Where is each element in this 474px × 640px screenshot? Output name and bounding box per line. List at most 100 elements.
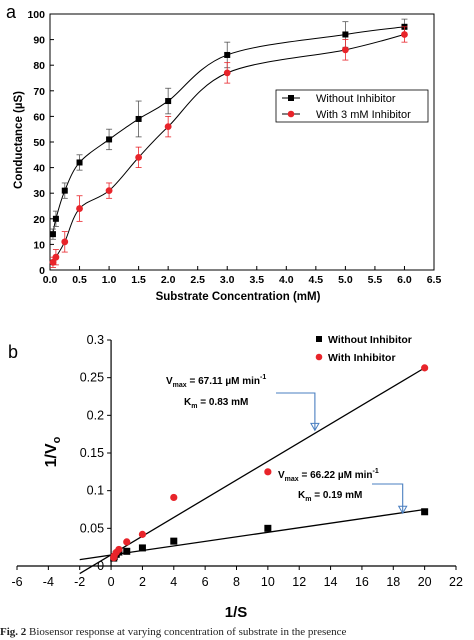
- annotation-arrowhead-1: [310, 422, 320, 432]
- y-tick-label: 60: [33, 111, 45, 123]
- data-point-without-inhibitor: [138, 544, 146, 552]
- data-point-with-inhibitor: [76, 205, 83, 212]
- x-tick-label: -2: [74, 575, 85, 589]
- data-point-without-inhibitor: [170, 537, 178, 545]
- panel-b-legend: Without Inhibitor With Inhibitor: [315, 334, 412, 364]
- x-tick-label: -6: [11, 575, 22, 589]
- x-tick-label: -4: [43, 575, 54, 589]
- data-point-with-inhibitor: [115, 545, 123, 554]
- vmax-annotation-1: Vmax = 67.11 µM min-1: [166, 374, 266, 389]
- data-point-with-inhibitor: [223, 69, 231, 77]
- y-tick-label: 90: [33, 35, 45, 47]
- series-line-with-inhibitor: [52, 33, 405, 263]
- y-tick-label: 50: [33, 137, 45, 149]
- annotation-arrow-2: [372, 483, 404, 514]
- data-point-with-inhibitor: [135, 153, 143, 161]
- chart-panel-b: -6 -4 -2 0 2 4 6 8 10 12 14 16 18 20 22 0 0.05 0.1 0.15 0.2…: [11, 333, 463, 621]
- y-tick-label: 80: [33, 60, 45, 72]
- y-tick-label: 0.3: [87, 333, 104, 347]
- y-tick-label: 70: [33, 86, 45, 98]
- x-tick-label: 10: [261, 575, 275, 589]
- data-point-without-inhibitor: [342, 31, 349, 38]
- x-tick-label: 22: [449, 575, 463, 589]
- data-point-without-inhibitor: [52, 215, 59, 222]
- x-tick-label: 2: [139, 575, 146, 589]
- panel-b-plot-area: -6 -4 -2 0 2 4 6 8 10 12 14 16 18 20 22 0 0.05 0.1 0.15 0.2…: [11, 333, 463, 589]
- y-tick-label: 0.1: [87, 484, 104, 498]
- x-tick-label: 0.0: [43, 274, 58, 286]
- x-tick-label: 16: [355, 575, 369, 589]
- data-point-with-inhibitor: [264, 468, 272, 476]
- y-tick-label: 100: [27, 9, 45, 21]
- km-annotation-1: Km = 0.83 mM: [184, 397, 248, 410]
- data-point-with-inhibitor: [105, 187, 113, 195]
- y-tick-label: 0.15: [80, 446, 104, 460]
- x-tick-label: 12: [292, 575, 306, 589]
- legend-marker-without-inhibitor: [288, 95, 294, 101]
- y-tick-label: 0: [39, 265, 45, 277]
- legend-label-with-3mm-inhibitor: With 3 mM Inhibitor: [316, 109, 411, 121]
- y-tick-label: 10: [33, 239, 45, 251]
- legend-label-without-inhibitor: Without Inhibitor: [328, 334, 412, 346]
- y-tick-label: 0.25: [80, 371, 104, 385]
- data-point-with-inhibitor: [138, 530, 147, 538]
- legend-marker-with-inhibitor: [287, 110, 295, 118]
- data-point-with-inhibitor: [123, 538, 131, 546]
- x-tick-label: 5.5: [368, 274, 383, 286]
- data-point-with-inhibitor: [421, 364, 429, 372]
- x-tick-label: 14: [324, 575, 338, 589]
- panel-b-y-axis-label: 1/Vo: [43, 436, 63, 467]
- caption-label: Fig. 2: [0, 626, 27, 638]
- x-tick-label: 4.5: [309, 274, 324, 286]
- x-tick-label: 0.5: [72, 274, 87, 286]
- data-point-with-inhibitor: [52, 253, 60, 261]
- figure: a b 0.0 0.5 1.0 1.5 2.0 2.5 3.0 3.5 4.0 4.5 5.0 5.5…: [6, 2, 463, 621]
- data-point-without-inhibitor: [123, 547, 131, 555]
- legend-label-with-inhibitor: With Inhibitor: [328, 352, 396, 364]
- annotation-arrow-1: [276, 392, 316, 431]
- data-point-with-inhibitor: [164, 123, 172, 131]
- data-point-without-inhibitor: [421, 508, 429, 516]
- x-tick-label: 8: [233, 575, 240, 589]
- x-tick-label: 0: [108, 575, 115, 589]
- x-tick-label: 2.5: [190, 274, 205, 286]
- data-point-without-inhibitor: [264, 524, 272, 532]
- figure-caption: Fig. 2 Biosensor response at varying con…: [0, 626, 474, 640]
- series-line-without-inhibitor: [52, 26, 405, 235]
- data-point-without-inhibitor: [165, 98, 172, 105]
- x-tick-label: 6: [202, 575, 209, 589]
- annotation-with-inhibitor-constants: Vmax = 67.11 µM min-1 Km = 0.83 mM: [166, 374, 266, 410]
- x-tick-label: 20: [418, 575, 432, 589]
- x-tick-label: 6.5: [427, 274, 442, 286]
- data-point-without-inhibitor: [106, 136, 113, 143]
- vmax-annotation-2: Vmax = 66.22 µM min-1: [278, 468, 379, 483]
- x-tick-label: 3.0: [220, 274, 235, 286]
- annotation-without-inhibitor-constants: Vmax = 66.22 µM min-1 Km = 0.19 mM: [278, 468, 379, 503]
- y-tick-label: 30: [33, 188, 45, 200]
- data-point-with-inhibitor: [49, 258, 57, 266]
- annotation-arrowhead-2: [397, 505, 408, 515]
- x-tick-label: 3.5: [249, 274, 264, 286]
- y-tick-label: 0.05: [80, 521, 104, 535]
- x-tick-label: 6.0: [397, 274, 412, 286]
- y-tick-label: 20: [33, 214, 45, 226]
- caption-text: Biosensor response at varying concentrat…: [29, 626, 347, 638]
- y-tick-label: 40: [33, 163, 45, 175]
- legend-label-without-inhibitor: Without Inhibitor: [316, 93, 396, 105]
- data-point-with-inhibitor: [61, 238, 69, 246]
- legend-marker-without-inhibitor: [316, 336, 322, 342]
- data-point-with-inhibitor: [170, 493, 178, 502]
- panel-b-x-axis-label: 1/S: [225, 604, 248, 621]
- data-point-with-inhibitor: [401, 31, 408, 38]
- legend-marker-with-inhibitor: [315, 353, 323, 361]
- panel-b-letter: b: [8, 342, 18, 362]
- fit-line-with-inhibitor: [79, 367, 425, 575]
- panel-a-y-axis-label: Conductance (µS): [13, 91, 25, 189]
- data-point-without-inhibitor: [76, 159, 83, 166]
- x-tick-label: 5.0: [338, 274, 353, 286]
- data-point-without-inhibitor: [224, 51, 231, 58]
- x-tick-label: 18: [386, 575, 400, 589]
- y-tick-label: 0.2: [87, 408, 104, 422]
- fit-line-without-inhibitor: [79, 508, 425, 561]
- data-point-with-inhibitor: [341, 46, 349, 54]
